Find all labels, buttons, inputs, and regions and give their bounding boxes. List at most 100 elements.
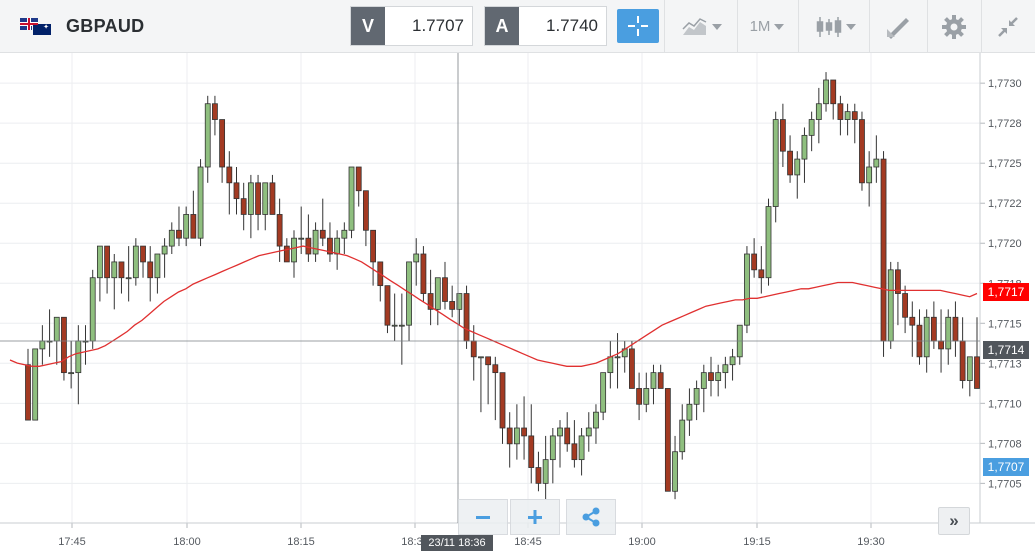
candle-body [305, 237, 312, 255]
candle-body [334, 237, 341, 255]
candle-body [276, 214, 283, 247]
candle-body [204, 103, 211, 168]
crosshair-icon [628, 16, 648, 36]
candle-body [262, 182, 269, 215]
candle-body [212, 103, 218, 120]
crosshair-button[interactable] [617, 9, 659, 43]
candle-body [168, 229, 175, 247]
candle-body [578, 435, 585, 461]
sell-price: 1.7707 [412, 16, 464, 35]
candle-body [176, 229, 182, 239]
buy-price-button[interactable]: A 1.7740 [484, 6, 607, 46]
candle-body [327, 237, 333, 255]
pen-ruler-icon [887, 17, 909, 39]
candle-body [521, 427, 527, 437]
candle-body [391, 324, 398, 327]
candle-body [355, 166, 362, 192]
candle-body [686, 403, 693, 421]
candle-body [708, 372, 714, 381]
candle-body [132, 245, 139, 279]
x-tick-label: 17:45 [58, 536, 86, 548]
buy-price: 1.7740 [546, 16, 598, 35]
candle-body [104, 245, 110, 279]
candle-body [837, 103, 844, 120]
candle-body [650, 372, 657, 389]
candle-body [549, 435, 556, 461]
y-tick-label: 1,7710 [988, 398, 1022, 410]
y-tick-label: 1,7730 [988, 78, 1022, 90]
candle-body [564, 427, 571, 445]
chart-area[interactable]: 1,77051,77081,77101,77131,77151,77181,77… [0, 53, 1035, 551]
area-chart-icon [682, 17, 707, 35]
candle-body [643, 388, 650, 405]
candle-body [197, 166, 204, 239]
candle-body [348, 166, 355, 231]
candle-body [89, 277, 96, 342]
x-tick-label: 19:00 [628, 536, 656, 548]
draw-tools-button[interactable] [874, 0, 922, 53]
candle-body [442, 277, 448, 302]
candle-body [823, 79, 829, 105]
candle-body [68, 372, 75, 375]
candle-body [851, 111, 858, 120]
candle-body [794, 158, 801, 176]
candle-body [729, 356, 736, 366]
candle-body [657, 372, 664, 389]
zoom-in-button[interactable] [510, 499, 560, 535]
candle-body [945, 316, 952, 350]
candle-body [672, 451, 678, 492]
sell-price-button[interactable]: V 1.7707 [350, 6, 473, 46]
chevron-down-icon [846, 23, 856, 30]
candle-body [679, 419, 686, 453]
candle-body [844, 111, 851, 120]
chart-type-button[interactable] [672, 0, 732, 53]
y-tick-label: 1,7722 [988, 198, 1022, 210]
scroll-right-button[interactable]: » [938, 507, 970, 535]
candle-body [384, 285, 391, 326]
candle-body [902, 293, 909, 318]
candle-body [585, 427, 592, 437]
candle-body [61, 316, 67, 374]
candle-body [147, 261, 154, 279]
share-button[interactable] [566, 499, 616, 535]
collapse-button[interactable] [986, 0, 1030, 53]
candle-body [233, 182, 240, 200]
symbol-header[interactable]: GBPAUD [20, 0, 144, 53]
candle-body [420, 253, 427, 294]
candle-body [118, 261, 125, 279]
timeframe-button[interactable]: 1M [742, 0, 792, 53]
candle-body [492, 364, 499, 374]
candle-body [449, 301, 456, 310]
candle-body [32, 348, 39, 421]
candle-body [370, 229, 376, 263]
chart-toolbar: GBPAUD V 1.7707 A 1.7740 1M [0, 0, 1035, 53]
candle-style-button[interactable] [808, 0, 864, 53]
candle-body [938, 340, 944, 350]
candle-body [25, 364, 31, 421]
crosshair-price-label: 1,7714 [983, 341, 1029, 359]
zoom-out-button[interactable] [458, 499, 508, 535]
candle-body [751, 253, 758, 271]
candle-body [269, 182, 276, 215]
settings-button[interactable] [932, 0, 976, 53]
gb-au-flag-icon [20, 17, 52, 36]
candle-body [830, 79, 837, 105]
candlestick-chart[interactable]: 1,77051,77081,77101,77131,77151,77181,77… [0, 53, 1035, 551]
candle-body [154, 253, 161, 279]
minus-icon [476, 516, 490, 519]
candle-body [664, 388, 671, 492]
plus-icon [528, 510, 542, 524]
share-icon [582, 507, 600, 527]
candle-body [722, 364, 729, 374]
candle-body [247, 182, 254, 215]
candle-body [413, 253, 420, 263]
y-tick-label: 1,7705 [988, 478, 1022, 490]
candle-body [427, 293, 434, 310]
candle-body [859, 119, 865, 184]
gear-icon [942, 14, 966, 39]
candle-body [485, 356, 492, 366]
candle-body [470, 340, 477, 358]
candle-body [909, 316, 916, 326]
candle-body [240, 198, 247, 215]
candle-body [557, 427, 563, 437]
